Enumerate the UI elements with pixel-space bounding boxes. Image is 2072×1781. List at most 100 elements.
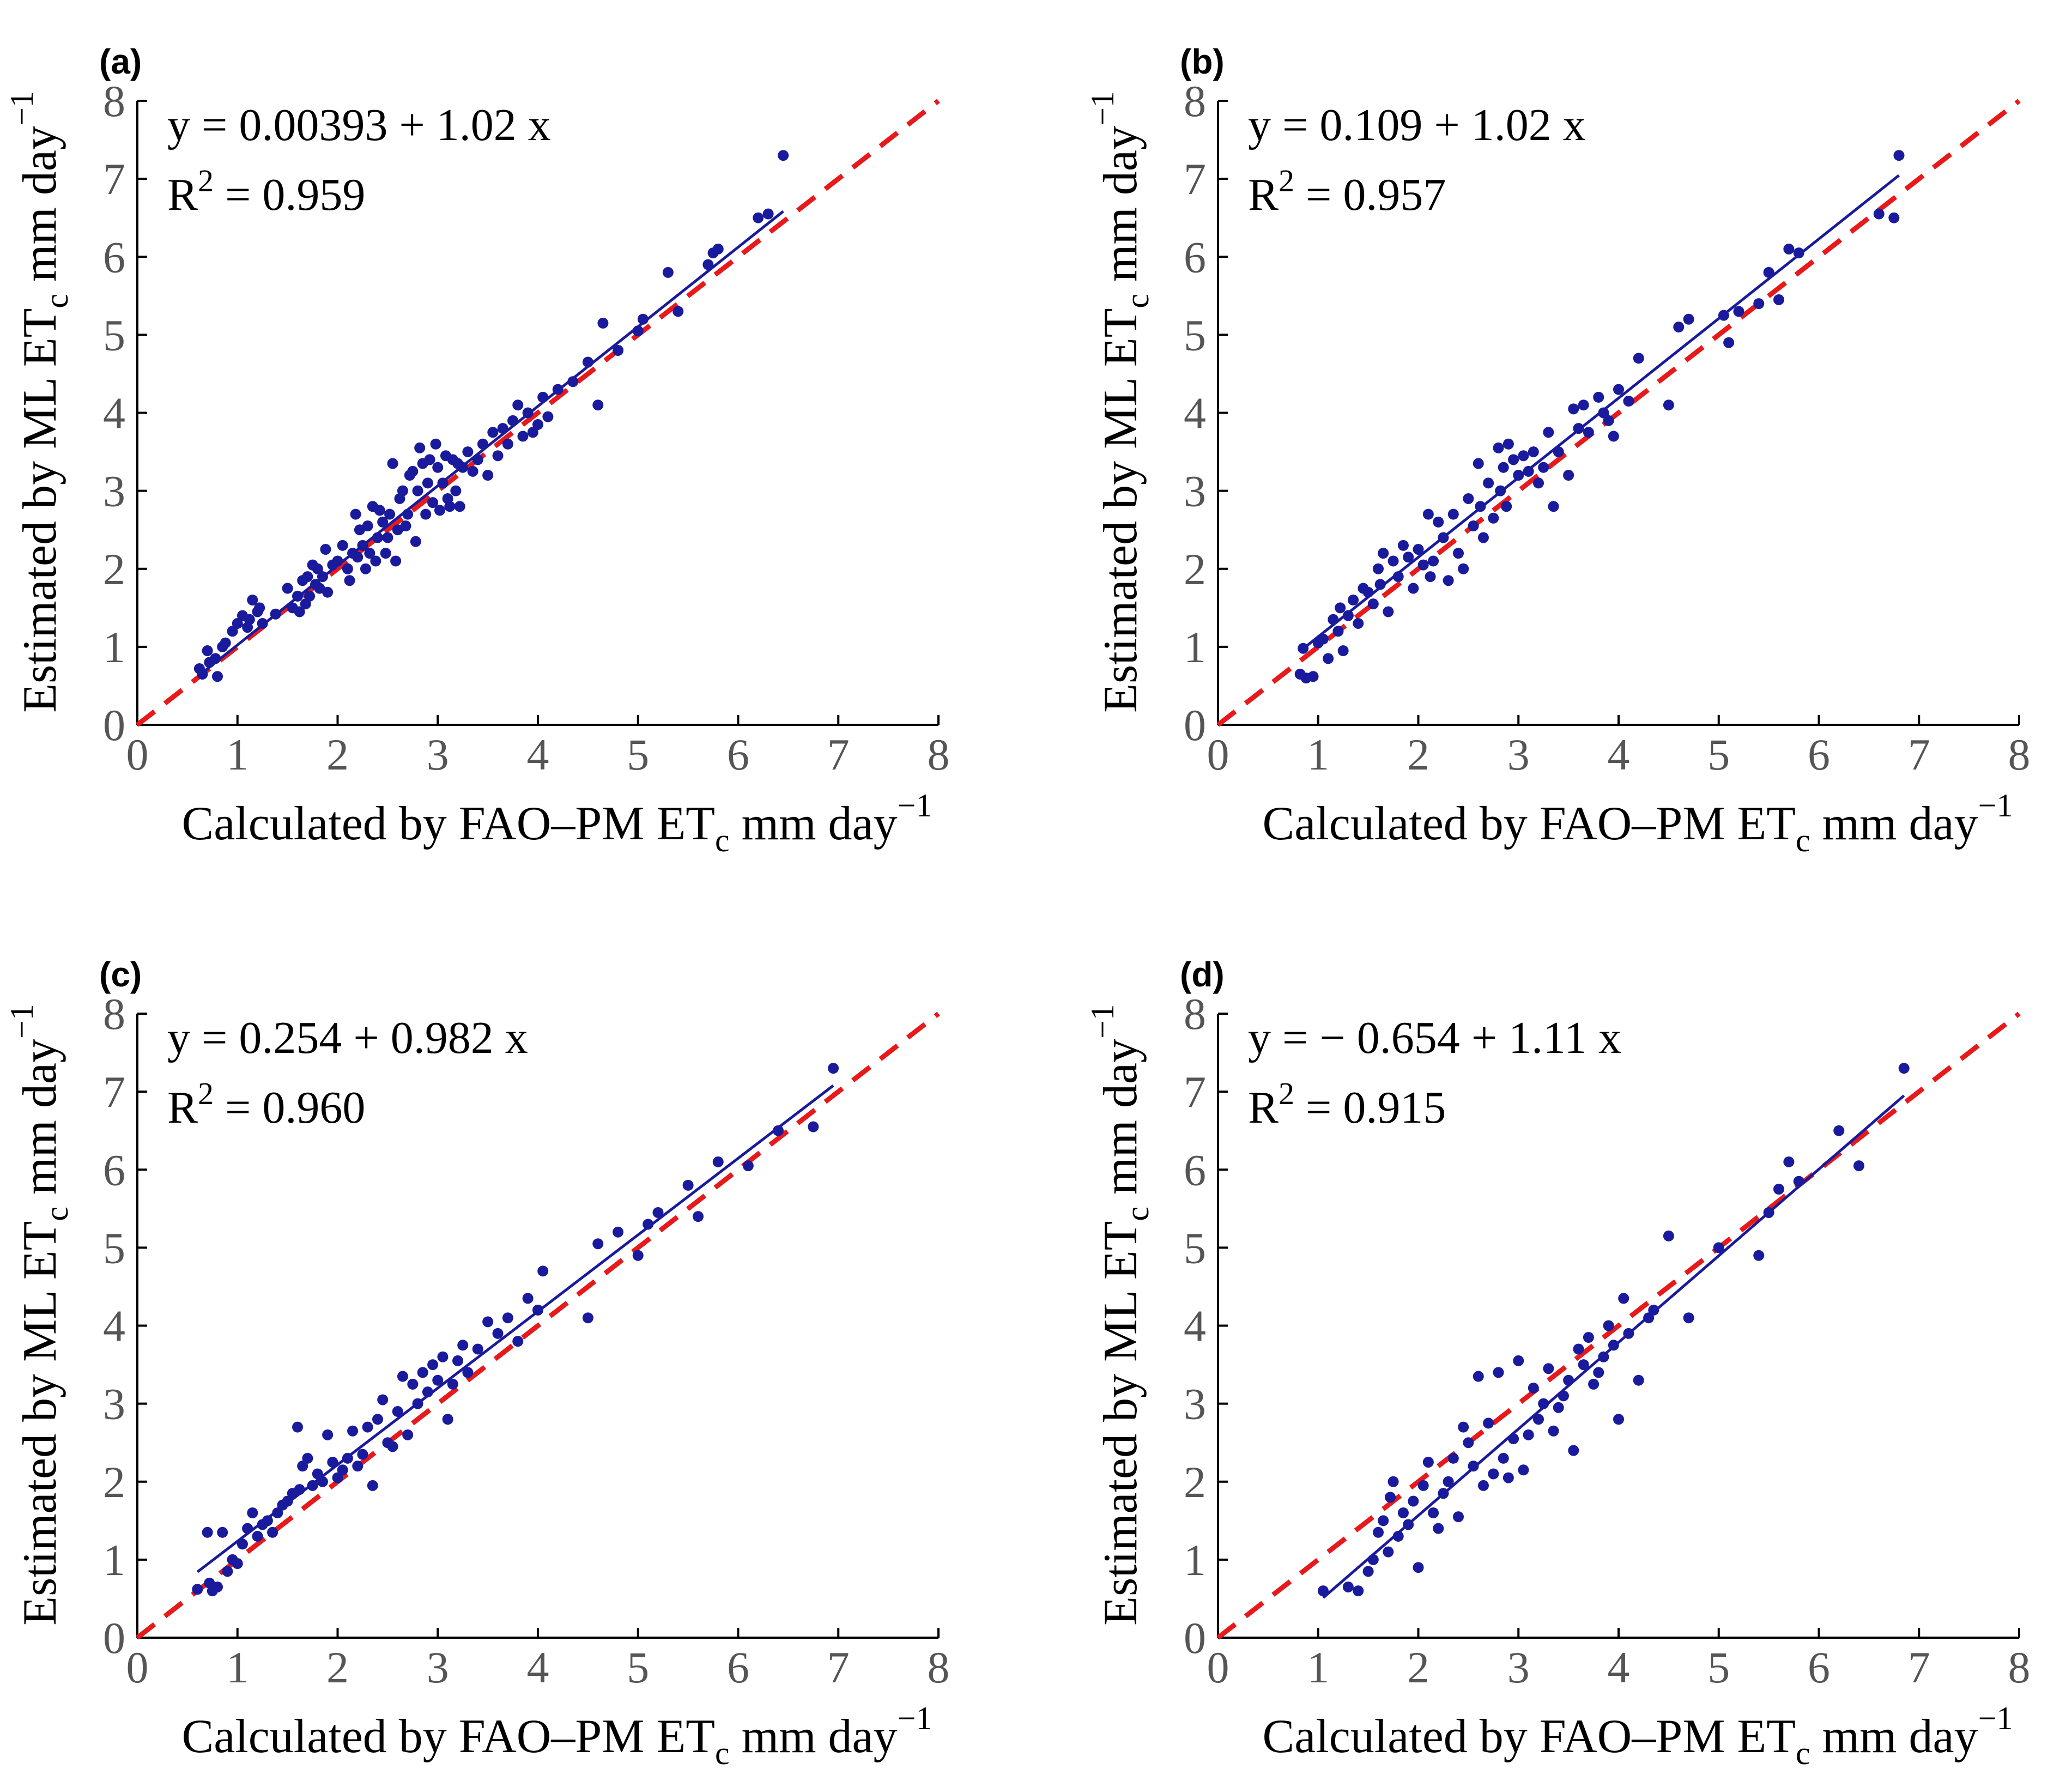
data-point xyxy=(434,505,445,516)
data-point xyxy=(1495,485,1506,496)
data-point xyxy=(412,1398,423,1409)
data-point xyxy=(1598,407,1609,419)
data-point xyxy=(1568,1445,1579,1456)
data-point xyxy=(1447,508,1459,520)
data-point xyxy=(1475,501,1486,512)
data-point xyxy=(1608,1340,1619,1351)
data-point xyxy=(517,431,529,442)
x-tick-label: 8 xyxy=(928,1643,950,1692)
y-tick-label: 0 xyxy=(103,700,125,750)
data-point xyxy=(1543,427,1554,438)
data-point xyxy=(472,454,483,465)
data-point xyxy=(450,485,462,496)
data-point xyxy=(673,306,684,317)
data-point xyxy=(1673,322,1685,333)
data-point xyxy=(1663,399,1674,411)
x-tick-label: 2 xyxy=(326,730,349,779)
x-tick-label: 1 xyxy=(226,1643,249,1692)
y-tick-label: 5 xyxy=(103,1223,125,1273)
y-tick-label: 5 xyxy=(1184,310,1206,360)
data-point xyxy=(372,532,383,543)
x-tick-label: 7 xyxy=(827,730,850,779)
panel-label: (d) xyxy=(1180,955,1225,994)
data-point xyxy=(492,1328,504,1339)
data-point xyxy=(1498,462,1509,473)
data-point xyxy=(1893,150,1905,161)
data-point xyxy=(1488,1468,1499,1480)
data-point xyxy=(327,1456,338,1468)
data-point xyxy=(682,1179,694,1191)
data-point xyxy=(337,540,348,551)
data-point xyxy=(282,583,293,594)
data-point xyxy=(808,1121,819,1132)
y-tick-label: 4 xyxy=(1184,1301,1206,1351)
data-point xyxy=(1723,337,1735,348)
x-tick-label: 1 xyxy=(1307,730,1329,779)
y-tick-label: 4 xyxy=(103,389,125,438)
data-point xyxy=(1378,1515,1389,1526)
data-point xyxy=(1328,614,1339,625)
data-point xyxy=(202,645,213,657)
data-point xyxy=(597,317,609,329)
data-point xyxy=(582,1312,593,1324)
data-point xyxy=(1783,1156,1795,1167)
x-tick-label: 0 xyxy=(126,730,149,779)
y-tick-label: 1 xyxy=(1184,1535,1206,1585)
data-point xyxy=(400,520,411,532)
data-point xyxy=(1853,1160,1864,1172)
data-point xyxy=(417,1367,428,1378)
data-point xyxy=(312,563,323,574)
data-point xyxy=(350,508,361,520)
data-point xyxy=(217,1526,228,1538)
data-point xyxy=(407,1378,419,1390)
x-tick-label: 8 xyxy=(2008,730,2031,779)
data-point xyxy=(1888,212,1900,223)
data-point xyxy=(1428,1507,1439,1518)
data-point xyxy=(254,602,265,614)
data-point xyxy=(582,356,593,368)
data-point xyxy=(270,608,281,620)
data-point xyxy=(1633,353,1644,364)
x-tick-label: 1 xyxy=(226,730,249,779)
data-point xyxy=(643,1219,654,1230)
data-point xyxy=(1548,1425,1559,1437)
data-point xyxy=(1588,1378,1600,1390)
y-tick-label: 8 xyxy=(1184,76,1206,126)
r-squared: R2 = 0.959 xyxy=(167,163,365,220)
data-point xyxy=(454,501,465,512)
data-point xyxy=(1568,403,1579,415)
data-point xyxy=(420,508,432,520)
data-point xyxy=(442,1414,453,1425)
y-tick-label: 4 xyxy=(1184,389,1206,438)
data-point xyxy=(1403,1519,1414,1530)
data-point xyxy=(1553,1402,1564,1413)
r-squared: R2 = 0.960 xyxy=(167,1076,365,1133)
data-point xyxy=(487,427,499,438)
x-tick-label: 3 xyxy=(427,730,449,779)
data-point xyxy=(1453,1511,1464,1523)
y-tick-label: 2 xyxy=(103,1457,125,1507)
data-point xyxy=(1362,1566,1374,1577)
data-point xyxy=(1392,1530,1404,1542)
y-tick-label: 3 xyxy=(1184,467,1206,516)
data-point xyxy=(537,1265,549,1277)
data-point xyxy=(1763,266,1774,278)
data-point xyxy=(1373,563,1384,574)
data-point xyxy=(1573,423,1584,434)
data-point xyxy=(702,259,714,270)
data-point xyxy=(307,1480,318,1491)
data-point xyxy=(347,1425,359,1437)
data-point xyxy=(1518,450,1529,462)
data-point xyxy=(1422,508,1434,520)
x-tick-label: 0 xyxy=(1207,1643,1229,1692)
y-axis-label: Estimated by ML ETc mm day−1 xyxy=(1085,91,1155,713)
y-tick-label: 3 xyxy=(1184,1379,1206,1429)
data-point xyxy=(1397,1507,1409,1518)
data-point xyxy=(1513,1355,1524,1366)
data-point xyxy=(432,1374,444,1386)
data-point xyxy=(382,532,393,543)
data-point xyxy=(1563,470,1574,481)
data-point xyxy=(1578,399,1589,411)
data-point xyxy=(220,637,231,649)
data-point xyxy=(312,1468,323,1480)
